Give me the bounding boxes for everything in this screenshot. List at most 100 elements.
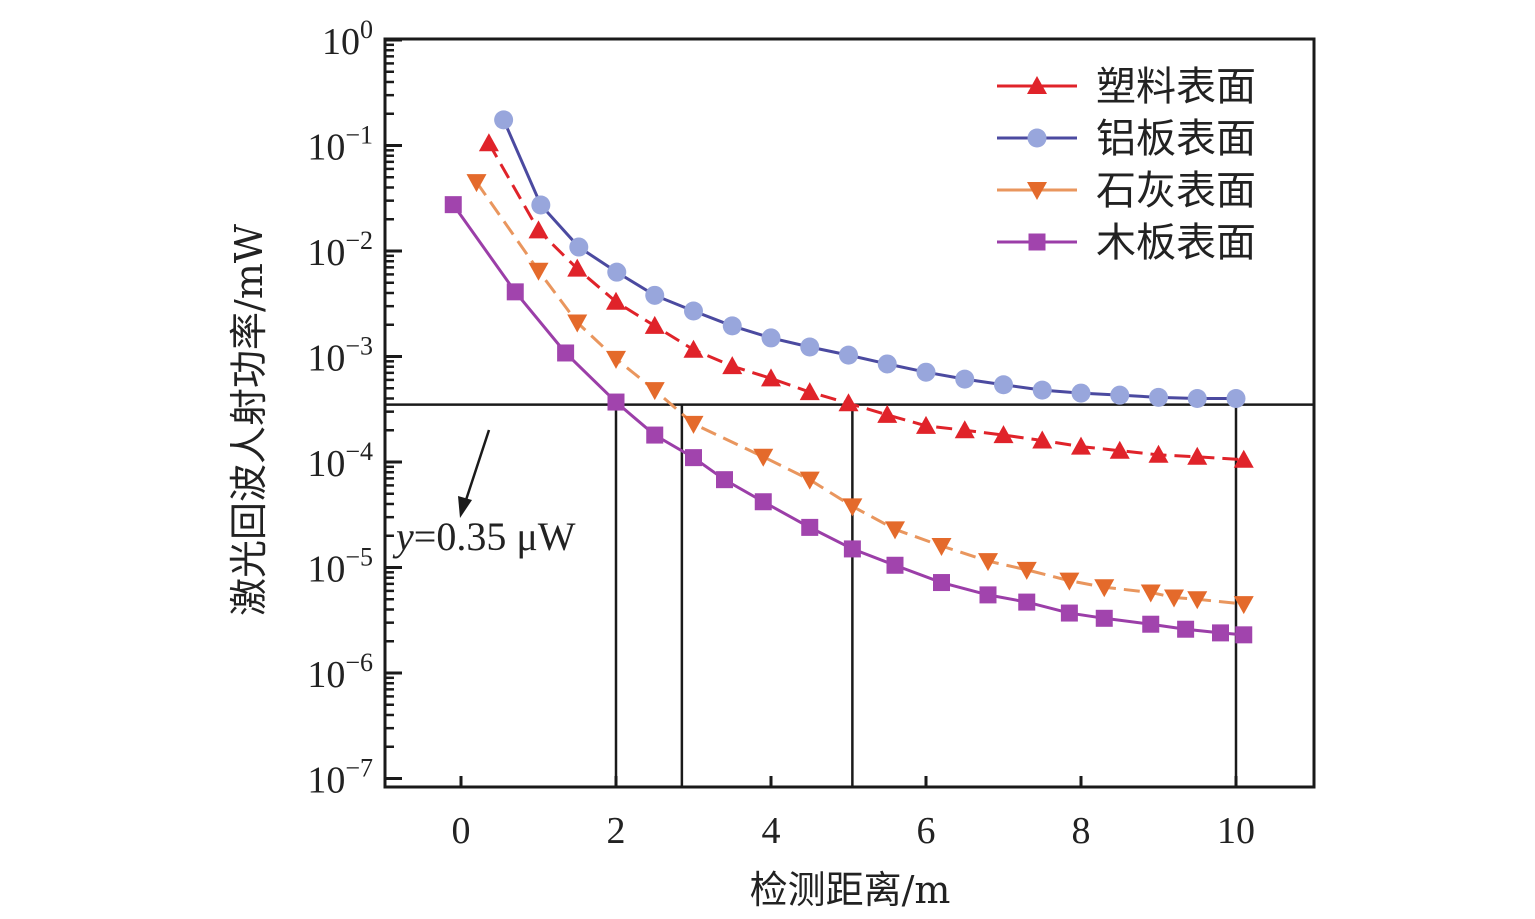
- data-point: [978, 553, 998, 572]
- data-point: [1235, 626, 1253, 644]
- annotation-arrowhead-icon: [458, 496, 472, 518]
- x-tick-label: 2: [607, 810, 626, 852]
- data-point: [753, 448, 774, 467]
- data-point: [800, 337, 820, 357]
- y-tick-base: 10: [322, 21, 360, 63]
- data-point: [1032, 430, 1053, 449]
- data-point: [799, 471, 820, 490]
- legend-item: 石灰表面: [997, 168, 1256, 214]
- data-point: [1212, 624, 1229, 642]
- y-tick-base: 10: [307, 232, 345, 274]
- series-line: [487, 142, 1244, 462]
- y-axis-ticks: [385, 38, 402, 780]
- data-point: [607, 393, 625, 411]
- data-point: [506, 283, 524, 301]
- data-point: [1187, 446, 1208, 465]
- data-point: [931, 537, 952, 556]
- data-point: [1226, 388, 1246, 408]
- threshold-label-variable: y: [392, 514, 414, 559]
- data-point: [916, 415, 936, 434]
- data-point: [979, 586, 997, 604]
- data-point: [916, 362, 936, 382]
- data-point: [531, 195, 551, 215]
- data-point: [801, 518, 819, 536]
- y-tick-label: 10−2: [307, 226, 373, 274]
- y-tick-exponent: −2: [345, 226, 373, 255]
- y-tick-exponent: −7: [345, 754, 373, 783]
- threshold-label-value: =0.35 μW: [414, 514, 576, 559]
- data-point: [494, 110, 514, 130]
- legend-item: 木板表面: [997, 220, 1256, 266]
- y-tick-exponent: −6: [345, 648, 373, 677]
- data-point: [1027, 76, 1047, 94]
- data-point: [1028, 233, 1046, 251]
- y-tick-exponent: 0: [360, 15, 373, 44]
- data-point: [1140, 584, 1161, 603]
- data-point: [1032, 380, 1052, 400]
- data-point: [877, 354, 897, 374]
- x-tick-label: 0: [452, 810, 471, 852]
- y-tick-base: 10: [307, 760, 345, 802]
- data-point: [799, 382, 820, 401]
- data-point: [644, 382, 665, 401]
- data-point: [685, 449, 702, 467]
- data-point: [1233, 449, 1254, 468]
- data-point: [1059, 572, 1080, 591]
- y-tick-base: 10: [307, 549, 345, 591]
- data-point: [1109, 440, 1130, 459]
- data-point: [1187, 388, 1207, 408]
- data-point: [1071, 383, 1091, 403]
- y-tick-base: 10: [307, 338, 345, 380]
- plot-frame: [383, 37, 1316, 789]
- data-point: [761, 368, 781, 387]
- data-point: [955, 369, 975, 389]
- y-tick-label: 10−3: [307, 332, 373, 380]
- x-axis-ticks: [459, 776, 1238, 787]
- data-point: [993, 425, 1014, 444]
- data-point: [567, 258, 588, 277]
- data-point: [877, 404, 898, 423]
- y-tick-exponent: −5: [345, 543, 373, 572]
- data-point: [606, 291, 626, 310]
- data-point: [754, 493, 772, 511]
- y-tick-label: 10−6: [307, 648, 373, 696]
- series-layer: [444, 110, 1254, 644]
- data-point: [528, 262, 549, 281]
- data-point: [1142, 615, 1160, 633]
- y-tick-base: 10: [307, 443, 345, 485]
- data-point: [683, 415, 704, 434]
- data-point: [1018, 593, 1036, 611]
- data-point: [1095, 609, 1113, 627]
- data-point: [761, 328, 781, 348]
- data-point: [839, 345, 858, 365]
- y-tick-label: 10−4: [307, 437, 373, 485]
- data-point: [1187, 591, 1208, 610]
- data-point: [1027, 182, 1047, 200]
- data-point: [1094, 579, 1115, 598]
- y-tick-base: 10: [307, 127, 345, 169]
- data-point: [933, 574, 950, 592]
- data-point: [722, 356, 743, 375]
- data-point: [1071, 436, 1091, 455]
- y-tick-exponent: −3: [345, 332, 373, 361]
- data-point: [886, 556, 904, 574]
- x-axis-title: 检测距离/m: [750, 868, 951, 912]
- data-point: [606, 350, 626, 369]
- data-point: [722, 316, 742, 336]
- legend-label: 木板表面: [1096, 220, 1256, 266]
- series-1: [494, 110, 1246, 408]
- threshold-annotation: y=0.35 μW: [392, 429, 576, 559]
- data-point: [1016, 561, 1037, 580]
- legend-label: 石灰表面: [1096, 168, 1256, 214]
- data-point: [1110, 385, 1130, 405]
- y-axis-title: 激光回波人射功率/mW: [227, 224, 271, 616]
- data-point: [567, 314, 588, 333]
- x-axis-tick-labels: 0 2 4 6 8 10: [452, 810, 1256, 852]
- data-point: [528, 220, 549, 239]
- x-tick-label: 10: [1217, 810, 1255, 852]
- data-point: [683, 339, 704, 358]
- data-point: [994, 375, 1013, 395]
- y-tick-base: 10: [307, 654, 345, 696]
